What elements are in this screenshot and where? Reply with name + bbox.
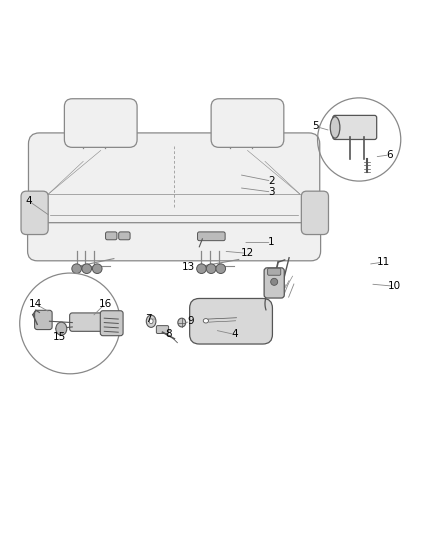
Text: 1: 1 [268, 237, 275, 247]
FancyBboxPatch shape [156, 326, 169, 334]
Circle shape [197, 264, 206, 273]
Ellipse shape [56, 322, 67, 335]
Text: 5: 5 [312, 122, 319, 131]
Text: 6: 6 [386, 150, 393, 160]
Text: 10: 10 [388, 281, 401, 291]
FancyBboxPatch shape [64, 99, 137, 147]
Text: 11: 11 [377, 257, 390, 267]
Text: 14: 14 [28, 298, 42, 309]
Text: 16: 16 [99, 298, 112, 309]
Text: 4: 4 [25, 196, 32, 206]
Circle shape [271, 278, 278, 285]
Text: 8: 8 [165, 328, 172, 338]
Ellipse shape [149, 319, 153, 324]
FancyBboxPatch shape [198, 232, 225, 241]
FancyBboxPatch shape [264, 268, 284, 298]
Text: 4: 4 [231, 329, 238, 340]
FancyBboxPatch shape [119, 232, 130, 240]
FancyBboxPatch shape [100, 311, 123, 336]
FancyBboxPatch shape [190, 298, 272, 344]
FancyBboxPatch shape [21, 191, 48, 235]
Ellipse shape [178, 318, 186, 327]
Circle shape [216, 264, 226, 273]
Text: 13: 13 [182, 262, 195, 271]
Circle shape [92, 264, 102, 273]
FancyBboxPatch shape [106, 232, 117, 240]
Ellipse shape [203, 319, 208, 323]
FancyBboxPatch shape [301, 191, 328, 235]
Text: 15: 15 [53, 332, 66, 342]
FancyBboxPatch shape [211, 99, 284, 147]
Text: 3: 3 [268, 187, 275, 197]
FancyBboxPatch shape [268, 268, 281, 275]
Circle shape [72, 264, 81, 273]
FancyBboxPatch shape [28, 200, 321, 261]
Text: 12: 12 [241, 248, 254, 259]
Circle shape [82, 264, 92, 273]
FancyBboxPatch shape [333, 115, 377, 140]
FancyBboxPatch shape [35, 310, 52, 329]
Ellipse shape [146, 315, 156, 327]
FancyBboxPatch shape [28, 133, 320, 223]
Circle shape [206, 264, 216, 273]
Text: 9: 9 [187, 316, 194, 326]
Text: 2: 2 [268, 176, 275, 186]
FancyBboxPatch shape [70, 313, 108, 332]
Text: 7: 7 [145, 314, 152, 324]
Ellipse shape [330, 117, 340, 138]
